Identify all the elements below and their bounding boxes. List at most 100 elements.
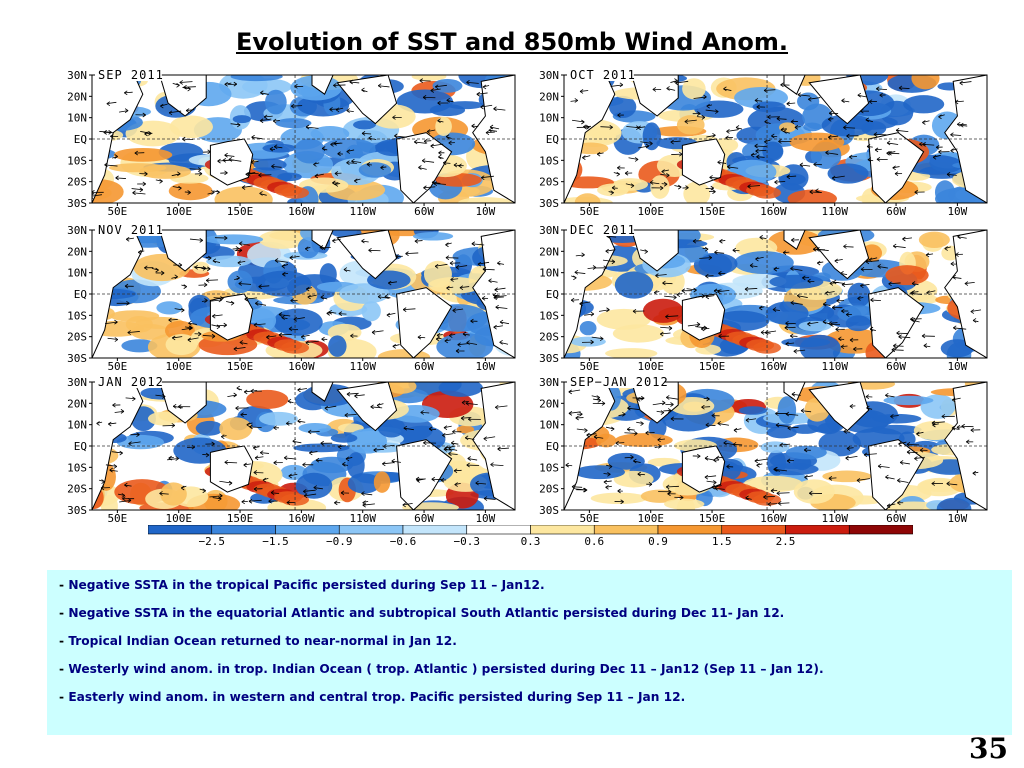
colorbar-swatch: [466, 525, 531, 535]
x-tick-label: 50E: [107, 512, 127, 525]
sst-wind-map: 30N 20N 10N EQ 10S 20S 30S 50E 100E 150E 160W 110W 6…: [539, 375, 988, 525]
y-tick-label: 10N: [67, 267, 87, 280]
y-tick-label: 20N: [539, 90, 559, 103]
panel-title: SEP 2011: [98, 68, 164, 82]
map-panel-jan-2012: 30N 20N 10N EQ 10S 20S 30S 50E 100E 150E 160W 110W 6…: [40, 370, 516, 525]
y-tick-label: 30N: [539, 224, 559, 237]
panel-title: OCT 2011: [570, 68, 636, 82]
y-tick-label: EQ: [546, 133, 559, 146]
x-tick-label: 150E: [227, 512, 254, 525]
y-tick-label: 10N: [67, 419, 87, 432]
colorbar-label: −2.5: [199, 535, 226, 547]
x-tick-label: 160W: [288, 512, 315, 525]
y-tick-label: 20S: [67, 483, 87, 496]
y-tick-label: 10N: [539, 267, 559, 280]
colorbar-swatch: [530, 525, 595, 535]
map-panel-sep-2011: 30N 20N 10N EQ 10S 20S 30S 50E 100E 150E 160W 110W 6…: [40, 63, 516, 218]
y-tick-label: 10N: [539, 419, 559, 432]
x-tick-label: 50E: [107, 205, 127, 218]
sst-wind-map: 30N 20N 10N EQ 10S 20S 30S 50E 100E 150E 160W 110W 6…: [539, 68, 988, 218]
colorbar-swatch: [657, 525, 723, 535]
colorbar-swatch: [848, 525, 913, 535]
y-tick-label: 30S: [67, 197, 87, 210]
colorbar-label: 0.9: [648, 535, 668, 547]
x-tick-label: 150E: [699, 360, 726, 373]
x-tick-label: 110W: [821, 512, 848, 525]
colorbar-label: −0.3: [454, 535, 481, 547]
x-tick-label: 110W: [349, 360, 376, 373]
panel-title: DEC 2011: [570, 223, 636, 237]
y-tick-label: EQ: [74, 133, 87, 146]
x-tick-label: 50E: [107, 360, 127, 373]
y-tick-label: 30S: [67, 504, 87, 517]
colorbar-swatch: [275, 525, 340, 535]
y-tick-label: 20S: [67, 331, 87, 344]
x-tick-label: 100E: [637, 360, 664, 373]
note-item: - Negative SSTA in the equatorial Atlant…: [59, 606, 785, 620]
y-tick-label: 30N: [67, 69, 87, 82]
y-tick-label: 20N: [67, 90, 87, 103]
sst-wind-map: 30N 20N 10N EQ 10S 20S 30S 50E 100E 150E 160W 110W 6…: [539, 223, 988, 373]
x-tick-label: 60W: [886, 512, 906, 525]
y-tick-label: 20N: [539, 245, 559, 258]
colorbar-swatch: [721, 525, 786, 535]
y-tick-label: 20N: [539, 397, 559, 410]
x-tick-label: 10W: [947, 360, 967, 373]
y-tick-label: 10S: [539, 309, 559, 322]
y-tick-label: 10S: [539, 461, 559, 474]
y-tick-label: 20S: [539, 483, 559, 496]
colorbar-label: −0.6: [390, 535, 417, 547]
panel-title: NOV 2011: [98, 223, 164, 237]
x-tick-label: 60W: [886, 205, 906, 218]
colorbar-label: 1.5: [712, 535, 732, 547]
x-tick-label: 150E: [227, 205, 254, 218]
panel-title: JAN 2012: [98, 375, 164, 389]
x-tick-label: 110W: [821, 360, 848, 373]
y-tick-label: 20N: [67, 397, 87, 410]
slide-title: Evolution of SST and 850mb Wind Anom.: [235, 28, 789, 56]
colorbar-swatch: [148, 525, 213, 535]
x-tick-label: 110W: [349, 205, 376, 218]
x-tick-label: 160W: [288, 360, 315, 373]
y-tick-label: EQ: [546, 440, 559, 453]
x-tick-label: 50E: [579, 512, 599, 525]
note-text: Easterly wind anom. in western and centr…: [68, 690, 686, 704]
map-panel-dec-2011: 30N 20N 10N EQ 10S 20S 30S 50E 100E 150E 160W 110W 6…: [512, 218, 988, 373]
y-tick-label: EQ: [546, 288, 559, 301]
y-tick-label: 20N: [67, 245, 87, 258]
x-tick-label: 160W: [760, 205, 787, 218]
note-item: - Negative SSTA in the tropical Pacific …: [59, 578, 545, 592]
colorbar-swatch: [211, 525, 276, 535]
x-tick-label: 100E: [165, 512, 192, 525]
y-tick-label: 10S: [539, 154, 559, 167]
x-tick-label: 150E: [699, 512, 726, 525]
y-tick-label: 30N: [67, 224, 87, 237]
x-tick-label: 10W: [947, 512, 967, 525]
notes-box: - Negative SSTA in the tropical Pacific …: [47, 570, 1012, 735]
x-tick-label: 60W: [414, 360, 434, 373]
x-tick-label: 100E: [165, 360, 192, 373]
colorbar-label: 0.6: [584, 535, 604, 547]
x-tick-label: 10W: [475, 512, 495, 525]
sst-colorbar: −2.5 −1.5 −0.9 −0.6 −0.3 0.3 0.6 0.9 1.5 2.5: [148, 525, 913, 547]
colorbar-swatch: [402, 525, 468, 535]
y-tick-label: EQ: [74, 440, 87, 453]
x-tick-label: 50E: [579, 205, 599, 218]
y-tick-label: 20S: [539, 331, 559, 344]
note-text: Westerly wind anom. in trop. Indian Ocea…: [68, 662, 824, 676]
y-tick-label: 30S: [539, 197, 559, 210]
note-text: Tropical Indian Ocean returned to near-n…: [68, 634, 457, 648]
x-tick-label: 110W: [821, 205, 848, 218]
x-tick-label: 110W: [349, 512, 376, 525]
x-tick-label: 10W: [947, 205, 967, 218]
y-tick-label: 10S: [67, 461, 87, 474]
page-number: 35: [969, 732, 1008, 765]
y-tick-label: 10N: [67, 112, 87, 125]
colorbar-label: 2.5: [776, 535, 796, 547]
note-text: Negative SSTA in the tropical Pacific pe…: [68, 578, 545, 592]
x-tick-label: 160W: [760, 360, 787, 373]
colorbar-swatch: [593, 525, 659, 535]
y-tick-label: 30N: [539, 69, 559, 82]
colorbar-swatch: [785, 525, 850, 535]
x-tick-label: 10W: [475, 205, 495, 218]
